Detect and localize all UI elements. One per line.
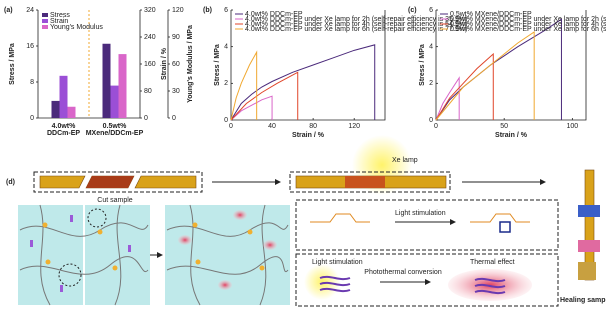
label: Healing samp (560, 297, 606, 304)
weight (578, 262, 596, 280)
tick-label: 90 (172, 34, 180, 41)
legend-swatch (42, 13, 48, 17)
category-label: 0.5wt% (103, 123, 128, 130)
curve (231, 72, 298, 120)
figure: (a)081624Stress / MPa080160240320Strain … (0, 0, 606, 309)
tick-label: 30 (172, 88, 180, 95)
x-tick-label: 100 (567, 123, 579, 130)
axis-title: Young's Modulus / MPa (187, 25, 194, 103)
y-tick-label: 4 (429, 44, 433, 51)
category-label: 4.0wt% (52, 123, 77, 130)
light (304, 264, 340, 300)
x-axis-title: Strain / % (495, 132, 528, 139)
category-sublabel: DDCm-EP (47, 130, 80, 137)
bar (52, 101, 60, 118)
y-tick-label: 2 (224, 80, 228, 87)
tick-label: 320 (144, 7, 156, 14)
panel-label: (b) (203, 7, 212, 14)
tick-label: 160 (144, 61, 156, 68)
clip (578, 205, 600, 217)
bar (103, 44, 111, 118)
curve (436, 19, 561, 120)
tick-label: 120 (172, 7, 184, 14)
tick-label: 60 (172, 61, 180, 68)
label: Xe lamp (392, 157, 418, 164)
tick-label: 0 (30, 115, 34, 122)
tick-label: 8 (30, 79, 34, 86)
axis-title: Stress / MPa (9, 43, 16, 85)
x-tick-label: 40 (268, 123, 276, 130)
curve (231, 45, 375, 120)
panel-label: (c) (408, 7, 417, 14)
bar (119, 54, 127, 118)
y-tick-label: 2 (429, 80, 433, 87)
legend-label: 4.0wt% DDCm-EP under Xe lamp for 6h (sel… (245, 26, 467, 33)
y-axis-title: Stress / MPa (419, 44, 426, 86)
box (296, 200, 558, 250)
bar (60, 76, 68, 118)
label: Cut sample (97, 197, 133, 204)
x-tick-label: 50 (500, 123, 508, 130)
bar (68, 107, 76, 118)
diagram: (d) Cut sample Xe lamp Healing samp Ligh… (6, 135, 606, 306)
cut-part (86, 176, 134, 188)
y-tick-label: 4 (224, 44, 228, 51)
tick-label: 0 (172, 115, 176, 122)
label: Light stimulation (312, 259, 363, 266)
y-tick-label: 6 (224, 7, 228, 14)
cyclobutane (500, 222, 510, 232)
x-tick-label: 0 (434, 123, 438, 130)
healing-zone (345, 176, 385, 188)
legend-swatch (42, 19, 48, 23)
bar (111, 86, 119, 118)
panel-label: (d) (6, 179, 15, 186)
label: Light stimulation (395, 210, 446, 217)
tick-label: 24 (26, 7, 34, 14)
network (165, 205, 290, 305)
x-tick-label: 0 (229, 123, 233, 130)
axis-title: Strain / % (161, 47, 168, 80)
legend-swatch (42, 25, 48, 29)
tick-label: 240 (144, 34, 156, 41)
tick-label: 0 (144, 115, 148, 122)
x-axis-title: Strain / % (292, 132, 325, 139)
category-sublabel: MXene/DDCm-EP (86, 130, 144, 137)
tick-label: 16 (26, 43, 34, 50)
x-tick-label: 80 (309, 123, 317, 130)
tick-label: 80 (144, 88, 152, 95)
y-axis-title: Stress / MPa (214, 44, 221, 86)
legend-label: Young's Modulus (50, 24, 103, 31)
y-tick-label: 0 (429, 117, 433, 124)
label: Thermal effect (470, 259, 515, 266)
y-tick-label: 0 (224, 117, 228, 124)
y-tick-label: 6 (429, 7, 433, 14)
x-tick-label: 120 (348, 123, 360, 130)
panel-label: (a) (4, 7, 13, 14)
label: Photothermal conversion (364, 269, 442, 276)
clip (578, 240, 600, 252)
legend-label: 0.5wt% MXene/DDCm-EP under Xe lamp for 6… (450, 26, 606, 33)
